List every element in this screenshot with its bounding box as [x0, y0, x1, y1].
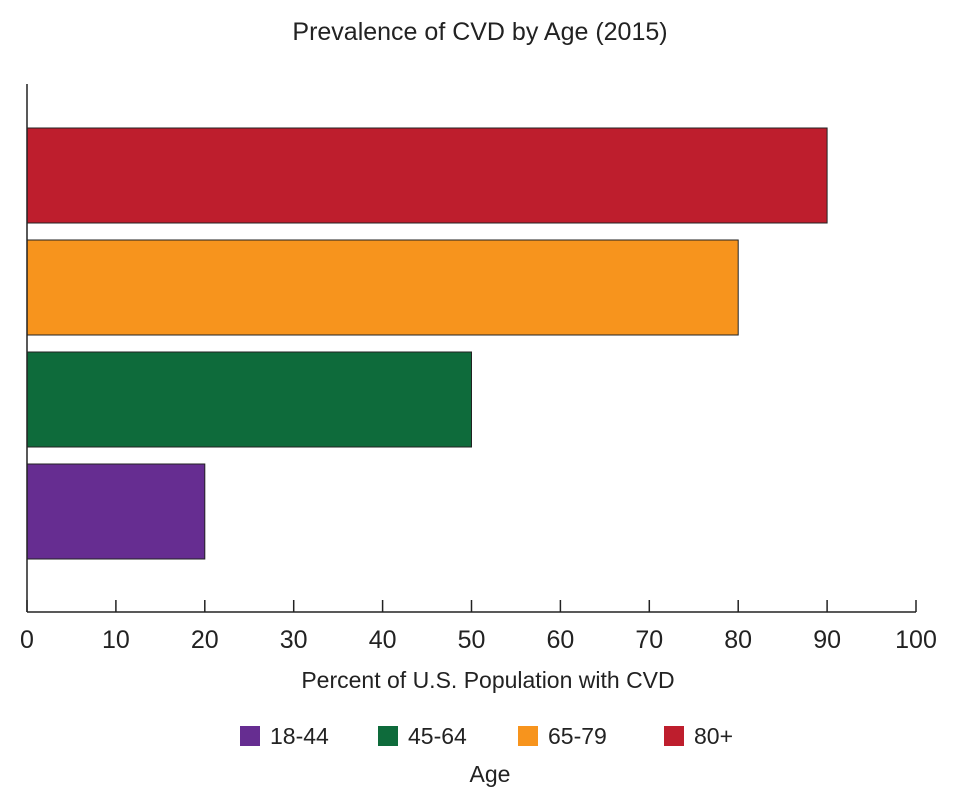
x-tick-label-40: 40: [369, 626, 397, 654]
bar-45-64: [26, 351, 472, 448]
x-tick-label-10: 10: [102, 626, 130, 654]
x-tick-label-20: 20: [191, 626, 219, 654]
legend-label-18-44: 18-44: [270, 723, 329, 749]
legend-swatch-18-44: [240, 726, 260, 746]
x-tick-label-80: 80: [724, 626, 752, 654]
x-axis-label: Percent of U.S. Population with CVD: [301, 667, 674, 693]
bar-18-44: [26, 463, 206, 560]
legend-label-65-79: 65-79: [548, 723, 607, 749]
bar-65-79: [26, 239, 739, 336]
x-tick-label-30: 30: [280, 626, 308, 654]
x-tick-label-60: 60: [546, 626, 574, 654]
x-tick-label-70: 70: [635, 626, 663, 654]
x-axis-ticks: 0 10 20 30 40 50 60 70 80 90 100: [20, 600, 937, 654]
legend-swatch-45-64: [378, 726, 398, 746]
legend-swatch-80+: [664, 726, 684, 746]
chart-title: Prevalence of CVD by Age (2015): [292, 18, 667, 46]
legend-label-80+: 80+: [694, 723, 733, 749]
legend: 18-44 45-64 65-79 80+: [240, 723, 733, 749]
x-tick-label-90: 90: [813, 626, 841, 654]
x-tick-label-100: 100: [895, 626, 937, 654]
legend-label-45-64: 45-64: [408, 723, 467, 749]
legend-title: Age: [470, 761, 511, 787]
legend-swatch-65-79: [518, 726, 538, 746]
x-tick-label-0: 0: [20, 626, 34, 654]
bar-80+: [26, 127, 828, 224]
x-tick-label-50: 50: [458, 626, 486, 654]
bars: [26, 127, 828, 560]
